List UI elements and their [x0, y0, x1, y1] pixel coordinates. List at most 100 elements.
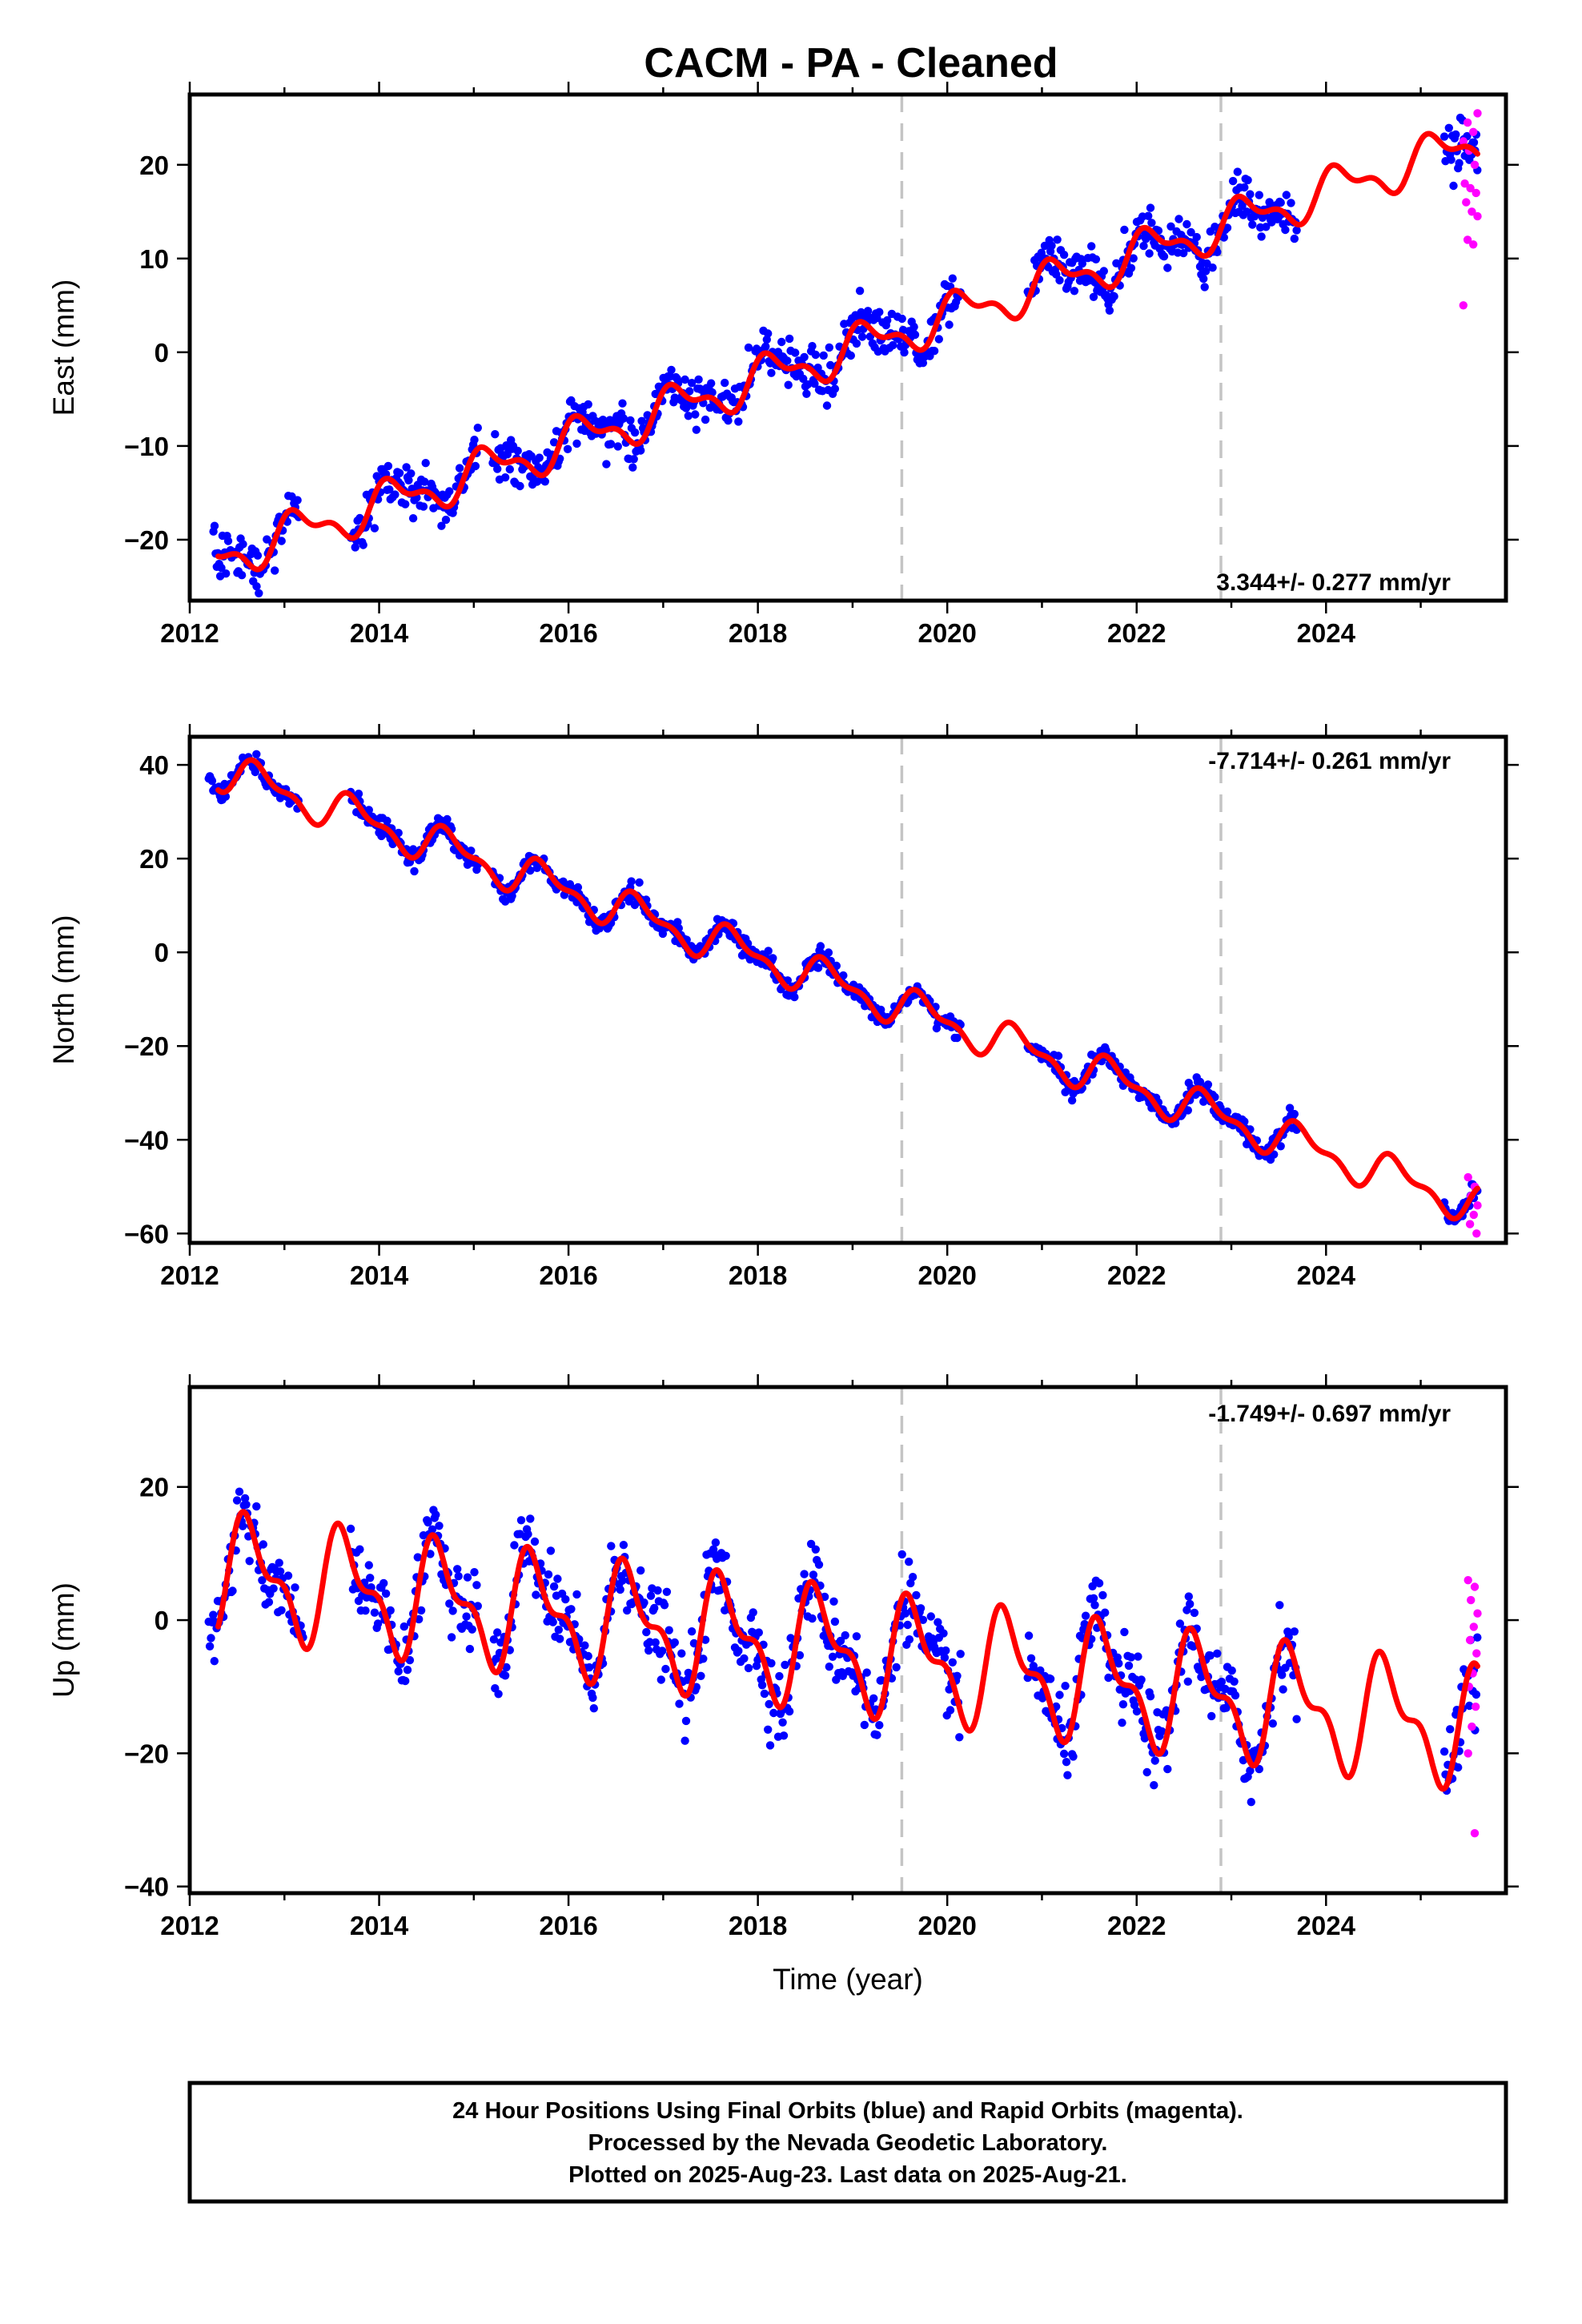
data-point — [546, 1546, 556, 1555]
data-point — [556, 1634, 564, 1643]
data-point — [1094, 1578, 1104, 1588]
data-point — [548, 1618, 557, 1626]
rate-annotation: -1.749+/- 0.697 mm/yr — [1208, 1401, 1451, 1427]
data-point — [1186, 1599, 1195, 1609]
data-point — [494, 1690, 503, 1699]
data-point — [765, 1699, 773, 1709]
data-point — [544, 1570, 553, 1579]
data-point — [1145, 249, 1154, 258]
rapid-point — [1472, 1649, 1481, 1658]
data-point — [1069, 1752, 1078, 1761]
data-point — [1246, 1766, 1255, 1775]
data-point — [1120, 225, 1129, 235]
data-point — [1292, 1715, 1301, 1723]
data-point — [588, 1693, 597, 1703]
data-point — [508, 891, 516, 900]
data-point — [275, 1558, 283, 1567]
data-point — [918, 359, 928, 368]
data-point — [209, 1610, 218, 1619]
data-point — [767, 368, 776, 377]
rapid-point — [1470, 1829, 1480, 1838]
data-point — [721, 378, 729, 388]
data-point — [561, 1594, 570, 1604]
rapid-point — [1470, 1582, 1480, 1591]
data-point — [1192, 232, 1201, 242]
data-point — [526, 1514, 535, 1523]
footer-line-2: Processed by the Nevada Geodetic Laborat… — [588, 2130, 1108, 2156]
rapid-point — [1473, 1609, 1482, 1618]
x-tick-label: 2016 — [539, 1911, 597, 1940]
data-point — [909, 323, 918, 332]
data-point — [1257, 232, 1266, 241]
rapid-point — [1467, 1595, 1476, 1605]
data-point — [1183, 1677, 1193, 1686]
blue-points — [209, 113, 1482, 597]
data-point — [465, 1644, 475, 1654]
data-point — [1248, 220, 1257, 229]
data-point — [1070, 287, 1079, 296]
data-point — [740, 1654, 749, 1663]
data-point — [852, 1632, 861, 1641]
data-point — [681, 1716, 691, 1726]
data-point — [394, 828, 403, 838]
data-point — [470, 436, 479, 444]
rapid-point — [1468, 1722, 1476, 1731]
data-point — [277, 537, 286, 545]
data-point — [1182, 219, 1191, 229]
data-point — [650, 1603, 659, 1613]
data-point — [637, 416, 646, 425]
data-point — [419, 502, 428, 511]
data-point — [432, 1510, 440, 1519]
data-point — [744, 343, 753, 352]
data-point — [956, 1650, 965, 1659]
data-point — [245, 1557, 254, 1566]
data-point — [401, 1676, 410, 1686]
data-point — [918, 1615, 928, 1625]
data-point — [757, 1681, 767, 1690]
data-point — [1091, 255, 1101, 263]
data-point — [1130, 1701, 1139, 1710]
data-point — [816, 942, 825, 951]
data-point — [470, 1568, 479, 1577]
data-point — [799, 374, 808, 384]
data-point — [205, 1642, 215, 1651]
data-point — [283, 1571, 293, 1580]
data-point — [767, 1659, 776, 1668]
data-point — [900, 348, 909, 357]
data-point — [946, 1706, 955, 1715]
rapid-point — [1468, 207, 1476, 216]
data-point — [493, 1628, 502, 1637]
data-point — [646, 1591, 656, 1600]
y-tick-label: 20 — [139, 844, 169, 874]
data-point — [734, 1647, 743, 1655]
data-point — [708, 388, 717, 397]
data-point — [1195, 1077, 1205, 1087]
data-point — [627, 877, 636, 886]
data-point — [1287, 199, 1295, 207]
data-point — [656, 1675, 665, 1684]
data-point — [1228, 176, 1238, 186]
data-point — [1439, 1747, 1449, 1756]
data-point — [473, 1602, 482, 1610]
data-point — [1227, 1666, 1236, 1675]
data-point — [394, 1667, 403, 1676]
y-tick-label: 20 — [139, 1473, 169, 1502]
data-point — [1285, 1104, 1295, 1112]
data-point — [554, 1626, 563, 1634]
data-point — [846, 351, 856, 360]
x-axis-label: Time (year) — [773, 1963, 923, 1996]
data-point — [711, 1538, 721, 1547]
y-tick-label: −40 — [124, 1872, 169, 1902]
data-point — [630, 428, 640, 437]
data-point — [1240, 183, 1249, 192]
y-tick-label: −20 — [124, 1031, 169, 1061]
data-point — [852, 339, 861, 348]
data-point — [1038, 1694, 1047, 1703]
data-point — [1055, 1691, 1064, 1699]
data-point — [364, 1561, 373, 1570]
data-point — [857, 332, 867, 341]
data-point — [916, 1604, 926, 1613]
rapid-point — [1464, 1172, 1472, 1182]
data-point — [764, 947, 773, 955]
data-point — [677, 1649, 686, 1658]
